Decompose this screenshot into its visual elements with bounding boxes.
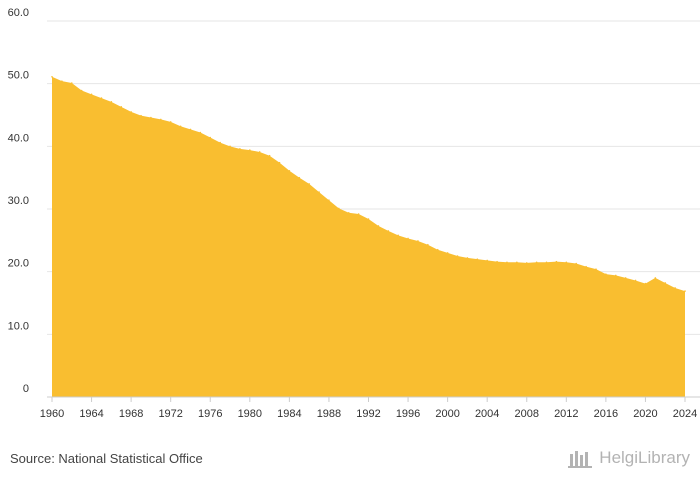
x-tick-label: 2024 bbox=[673, 408, 697, 420]
data-point bbox=[278, 161, 281, 164]
data-point bbox=[427, 243, 429, 246]
data-point bbox=[624, 277, 627, 279]
data-point bbox=[199, 131, 202, 134]
data-point bbox=[169, 121, 172, 123]
data-point bbox=[189, 128, 192, 131]
x-tick-label: 2016 bbox=[594, 408, 618, 420]
data-point bbox=[397, 234, 399, 237]
data-point bbox=[338, 207, 340, 210]
data-point bbox=[664, 282, 667, 284]
data-point bbox=[367, 218, 370, 220]
brand-logo[interactable]: HelgiLibrary bbox=[568, 448, 690, 468]
x-tick-label: 2008 bbox=[515, 408, 539, 420]
data-point bbox=[684, 290, 686, 292]
x-tick-label: 1996 bbox=[396, 408, 420, 420]
data-point bbox=[150, 116, 152, 119]
data-point bbox=[347, 211, 350, 214]
data-point bbox=[436, 248, 439, 251]
data-point bbox=[575, 262, 577, 265]
y-tick-label: 50.0 bbox=[8, 70, 29, 82]
x-tick-label: 2012 bbox=[554, 408, 578, 420]
x-tick-label: 1992 bbox=[356, 408, 380, 420]
data-point bbox=[456, 255, 459, 257]
y-tick-label: 0 bbox=[23, 383, 29, 395]
brand-name: HelgiLibrary bbox=[599, 448, 690, 467]
x-tick-label: 2004 bbox=[475, 408, 499, 420]
data-point bbox=[605, 273, 607, 275]
data-point bbox=[674, 287, 676, 289]
data-point bbox=[634, 279, 637, 282]
x-tick-label: 1968 bbox=[119, 408, 143, 420]
x-tick-label: 1972 bbox=[158, 408, 182, 420]
data-point bbox=[407, 237, 409, 240]
y-tick-label: 40.0 bbox=[8, 132, 29, 144]
x-tick-label: 1964 bbox=[79, 408, 103, 420]
data-point bbox=[525, 262, 528, 264]
data-point bbox=[298, 176, 301, 179]
data-point bbox=[318, 191, 320, 193]
data-point bbox=[288, 169, 291, 172]
data-point bbox=[387, 230, 390, 232]
data-point bbox=[219, 141, 221, 144]
data-point bbox=[377, 225, 380, 227]
data-point bbox=[357, 213, 360, 215]
data-point bbox=[239, 148, 241, 150]
data-point bbox=[496, 260, 498, 263]
data-point bbox=[61, 80, 63, 82]
data-point bbox=[516, 261, 518, 264]
data-point bbox=[268, 154, 271, 157]
x-tick-label: 1976 bbox=[198, 408, 222, 420]
x-tick-label: 1984 bbox=[277, 408, 301, 420]
x-tick-label: 1980 bbox=[238, 408, 262, 420]
data-point bbox=[555, 260, 558, 263]
x-tick-label: 2020 bbox=[633, 408, 657, 420]
x-tick-label: 1988 bbox=[317, 408, 341, 420]
data-point bbox=[70, 82, 73, 84]
y-tick-label: 10.0 bbox=[8, 320, 29, 332]
data-point bbox=[654, 277, 657, 279]
data-point bbox=[160, 118, 162, 121]
area-fill bbox=[52, 76, 685, 398]
data-point bbox=[209, 136, 212, 139]
data-point bbox=[308, 183, 310, 185]
data-point bbox=[80, 89, 83, 92]
data-point bbox=[229, 145, 231, 148]
data-point bbox=[535, 261, 538, 264]
data-point bbox=[249, 149, 251, 151]
data-point bbox=[100, 97, 103, 99]
data-point bbox=[140, 114, 142, 117]
data-point bbox=[466, 257, 469, 259]
data-point bbox=[258, 151, 261, 153]
y-tick-label: 60.0 bbox=[8, 7, 29, 19]
library-icon bbox=[568, 451, 593, 468]
data-point bbox=[644, 282, 647, 285]
data-point bbox=[585, 265, 587, 268]
data-point bbox=[476, 258, 479, 260]
data-point bbox=[51, 75, 53, 78]
x-tick-label: 1960 bbox=[40, 408, 64, 420]
source-note: Source: National Statistical Office bbox=[10, 451, 203, 466]
y-tick-label: 20.0 bbox=[8, 258, 29, 270]
data-point bbox=[595, 268, 597, 270]
area-series bbox=[51, 75, 686, 398]
data-point bbox=[179, 125, 182, 128]
y-axis: 0 10.0 20.0 30.0 40.0 50.0 60.0 bbox=[8, 7, 29, 395]
data-point bbox=[506, 261, 508, 264]
data-point bbox=[328, 199, 330, 202]
data-point bbox=[130, 111, 132, 113]
x-axis: 1960 1964 1968 1972 1976 1980 1984 1988 1992 1996… bbox=[40, 396, 700, 420]
data-point bbox=[90, 93, 93, 96]
data-point bbox=[446, 252, 449, 254]
data-point bbox=[614, 274, 617, 277]
x-tick-label: 2000 bbox=[435, 408, 459, 420]
data-point bbox=[110, 101, 113, 103]
data-point bbox=[545, 261, 548, 264]
data-point bbox=[417, 240, 419, 242]
data-point bbox=[120, 106, 123, 108]
area-chart: 1960 1964 1968 1972 1976 1980 1984 1988 1992 1996… bbox=[8, 7, 700, 420]
data-point bbox=[565, 261, 568, 264]
data-point bbox=[486, 259, 488, 262]
y-tick-label: 30.0 bbox=[8, 195, 29, 207]
